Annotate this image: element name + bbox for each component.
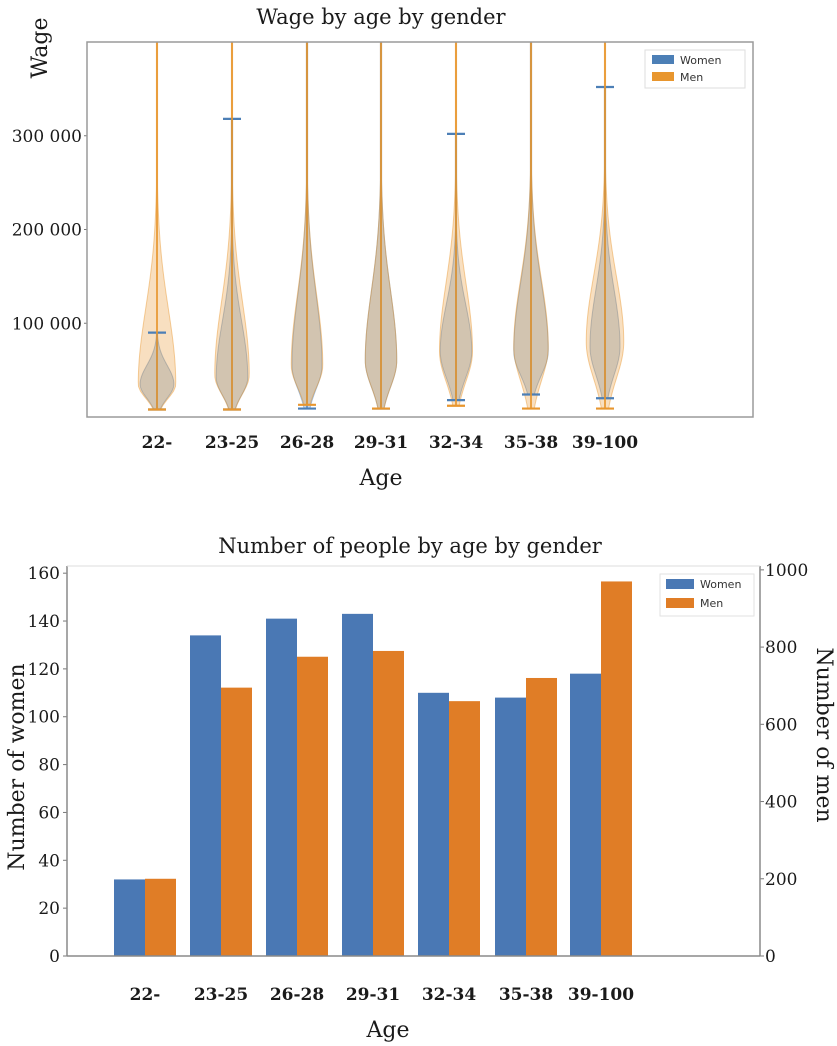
- bar-chart: Number of people by age by gender Number…: [5, 534, 836, 1043]
- bar-chart-title: Number of people by age by gender: [218, 534, 603, 558]
- violin-x-tick-label: 39-100: [572, 433, 638, 453]
- bar-women: [190, 635, 221, 956]
- bar-legend-men-swatch: [666, 598, 694, 608]
- violin-x-tick-label: 32-34: [429, 433, 484, 453]
- bar-legend-men-label: Men: [700, 597, 723, 610]
- bar-x-tick-label: 32-34: [422, 985, 477, 1005]
- bar-y-left-tick-label: 40: [38, 851, 60, 871]
- bar-y-left-tick-label: 140: [28, 612, 60, 632]
- bar-women: [342, 613, 373, 956]
- bar-women: [114, 879, 145, 956]
- bar-y-right-tick-label: 1000: [765, 561, 808, 581]
- bar-men: [526, 677, 557, 956]
- bar-y-right-tick-label: 800: [765, 638, 797, 658]
- bar-y-left-tick-label: 60: [38, 803, 60, 823]
- violin-x-tick-label: 29-31: [354, 433, 408, 453]
- bar-men: [145, 878, 176, 956]
- bar-men: [601, 581, 632, 956]
- bar-y-left-tick-label: 80: [38, 756, 60, 776]
- bar-y-left-tick-label: 120: [28, 660, 60, 680]
- violin-y-tick-label: 100 000: [12, 314, 82, 334]
- violin-y-tick-label: 300 000: [12, 127, 82, 147]
- bar-y-left-tick-label: 0: [49, 947, 60, 967]
- bar-x-tick-label: 22-: [130, 985, 161, 1005]
- bar-y-right-tick-label: 0: [765, 947, 776, 967]
- violin-legend-women-swatch: [652, 55, 674, 64]
- violin-x-tick-label: 22-: [142, 433, 173, 453]
- bar-y-left-tick-label: 160: [28, 564, 60, 584]
- violin-legend: Women Men: [644, 49, 746, 89]
- violin-legend-women-label: Women: [680, 54, 721, 67]
- bar-women: [570, 673, 601, 956]
- violin-chart: Wage by age by gender Wage Age 100 000 20…: [12, 5, 754, 491]
- violin-y-tick-label: 200 000: [12, 221, 82, 241]
- bar-y-right-tick-label: 400: [765, 793, 797, 813]
- bar-y-left-tick-label: 20: [38, 899, 60, 919]
- bar-women: [495, 697, 526, 956]
- bar-y-left-axis-label: Number of women: [5, 663, 30, 870]
- violin-plot-frame: [86, 41, 754, 418]
- bar-x-tick-label: 29-31: [346, 985, 400, 1005]
- bar-men: [449, 701, 480, 956]
- bar-x-tick-label: 35-38: [499, 985, 553, 1005]
- bar-men: [297, 656, 328, 956]
- bar-x-tick-label: 26-28: [270, 985, 324, 1005]
- bar-legend-women-swatch: [666, 579, 694, 589]
- violin-x-tick-label: 35-38: [504, 433, 558, 453]
- bar-x-tick-label: 23-25: [194, 985, 248, 1005]
- bar-men: [221, 687, 252, 956]
- violin-x-axis-label: Age: [359, 466, 403, 491]
- bar-legend: Women Men: [659, 573, 755, 617]
- violin-legend-men-swatch: [652, 72, 674, 81]
- bar-women: [266, 618, 297, 956]
- bar-men: [373, 650, 404, 956]
- violin-x-tick-label: 26-28: [280, 433, 334, 453]
- bar-y-right-tick-label: 600: [765, 715, 797, 735]
- violin-y-axis-label: Wage: [28, 18, 53, 79]
- bar-y-right-tick-label: 200: [765, 870, 797, 890]
- bar-women: [418, 692, 449, 956]
- bar-y-left-tick-label: 100: [28, 708, 60, 728]
- violin-x-tick-label: 23-25: [205, 433, 259, 453]
- violin-chart-title: Wage by age by gender: [256, 5, 506, 29]
- violin-legend-men-label: Men: [680, 71, 703, 84]
- bar-y-right-axis-label: Number of men: [811, 647, 836, 822]
- bar-x-axis-label: Age: [366, 1018, 410, 1043]
- bar-legend-women-label: Women: [700, 578, 741, 591]
- bar-x-tick-label: 39-100: [568, 985, 634, 1005]
